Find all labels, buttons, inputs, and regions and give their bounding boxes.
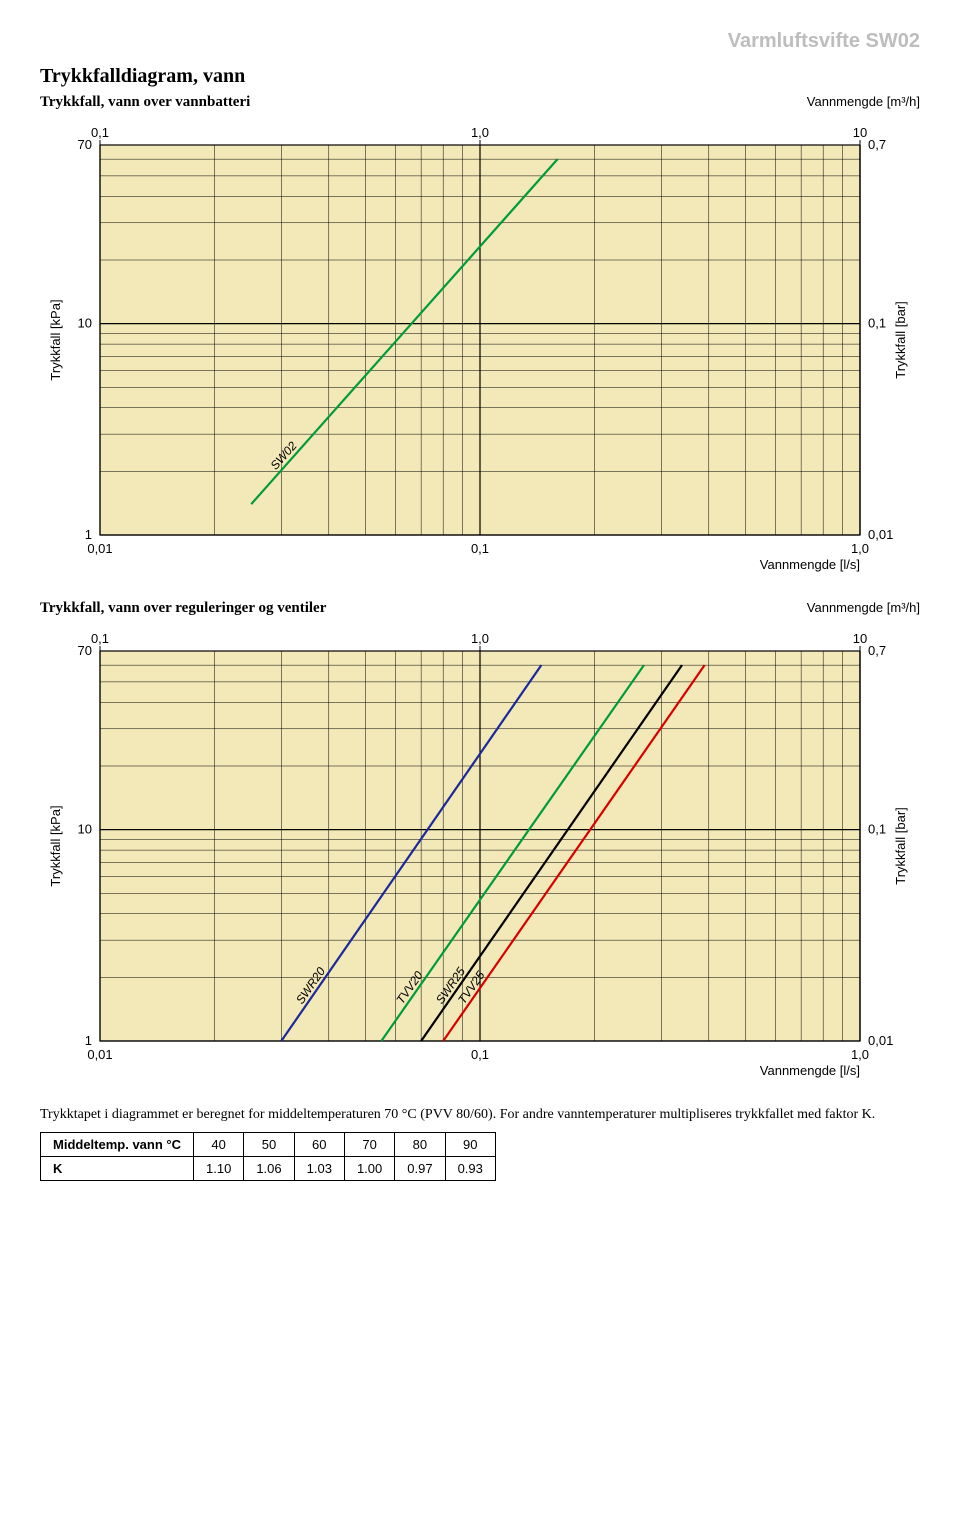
svg-text:0,01: 0,01 bbox=[87, 541, 112, 556]
chart2: 0,1 1,0 10 0,01 0,1 1,0 70 10 1 0,7 0,1 0,01 Trykkfa… bbox=[40, 621, 920, 1086]
svg-text:1,0: 1,0 bbox=[851, 1047, 869, 1062]
section-title: Trykkfalldiagram, vann bbox=[40, 65, 920, 88]
chart1-top-unit: Vannmengde [m³/h] bbox=[807, 94, 920, 109]
svg-text:Trykkfall [kPa]: Trykkfall [kPa] bbox=[48, 805, 63, 886]
svg-text:0,7: 0,7 bbox=[868, 137, 886, 152]
svg-text:0,1: 0,1 bbox=[91, 125, 109, 140]
svg-text:1: 1 bbox=[85, 1033, 92, 1048]
svg-text:70: 70 bbox=[78, 137, 92, 152]
svg-text:1,0: 1,0 bbox=[471, 631, 489, 646]
svg-text:Trykkfall [bar]: Trykkfall [bar] bbox=[893, 301, 908, 379]
svg-text:0,7: 0,7 bbox=[868, 643, 886, 658]
svg-text:70: 70 bbox=[78, 643, 92, 658]
ktable-cell: 1.10 bbox=[194, 1157, 244, 1181]
svg-text:10: 10 bbox=[78, 316, 92, 331]
svg-text:0,1: 0,1 bbox=[91, 631, 109, 646]
chart2-subtitle: Trykkfall, vann over reguleringer og ven… bbox=[40, 600, 326, 617]
svg-text:1,0: 1,0 bbox=[851, 541, 869, 556]
svg-text:Vannmengde [l/s]: Vannmengde [l/s] bbox=[760, 1063, 860, 1078]
svg-text:0,01: 0,01 bbox=[87, 1047, 112, 1062]
ktable-cell: 40 bbox=[194, 1133, 244, 1157]
chart1: 0,1 1,0 10 0,01 0,1 1,0 70 10 1 0,7 0,1 0,01 Trykkfa… bbox=[40, 115, 920, 580]
ktable-cell: 1.00 bbox=[344, 1157, 394, 1181]
svg-text:Trykkfall [bar]: Trykkfall [bar] bbox=[893, 807, 908, 885]
ktable-cell: 1.06 bbox=[244, 1157, 294, 1181]
svg-text:0,01: 0,01 bbox=[868, 1033, 893, 1048]
ktable-cell: 0.97 bbox=[395, 1157, 445, 1181]
ktable-row2-label: K bbox=[41, 1157, 194, 1181]
k-table: Middeltemp. vann °C405060708090 K1.101.0… bbox=[40, 1132, 496, 1181]
chart1-subtitle: Trykkfall, vann over vannbatteri bbox=[40, 94, 250, 111]
chart2-top-unit: Vannmengde [m³/h] bbox=[807, 600, 920, 615]
svg-text:10: 10 bbox=[78, 822, 92, 837]
svg-text:0,1: 0,1 bbox=[471, 1047, 489, 1062]
svg-text:1: 1 bbox=[85, 527, 92, 542]
ktable-cell: 90 bbox=[445, 1133, 495, 1157]
ktable-cell: 1.03 bbox=[294, 1157, 344, 1181]
svg-text:0,1: 0,1 bbox=[868, 316, 886, 331]
ktable-row1-label: Middeltemp. vann °C bbox=[41, 1133, 194, 1157]
ktable-cell: 80 bbox=[395, 1133, 445, 1157]
ktable-cell: 50 bbox=[244, 1133, 294, 1157]
ktable-cell: 60 bbox=[294, 1133, 344, 1157]
ktable-cell: 0.93 bbox=[445, 1157, 495, 1181]
page-header: Varmluftsvifte SW02 bbox=[40, 30, 920, 53]
svg-text:10: 10 bbox=[853, 631, 867, 646]
svg-text:Trykkfall [kPa]: Trykkfall [kPa] bbox=[48, 299, 63, 380]
svg-text:0,1: 0,1 bbox=[868, 822, 886, 837]
svg-text:Vannmengde [l/s]: Vannmengde [l/s] bbox=[760, 557, 860, 572]
footer-text: Trykktapet i diagrammet er beregnet for … bbox=[40, 1106, 920, 1124]
svg-text:1,0: 1,0 bbox=[471, 125, 489, 140]
ktable-cell: 70 bbox=[344, 1133, 394, 1157]
svg-text:0,01: 0,01 bbox=[868, 527, 893, 542]
svg-text:10: 10 bbox=[853, 125, 867, 140]
svg-text:0,1: 0,1 bbox=[471, 541, 489, 556]
